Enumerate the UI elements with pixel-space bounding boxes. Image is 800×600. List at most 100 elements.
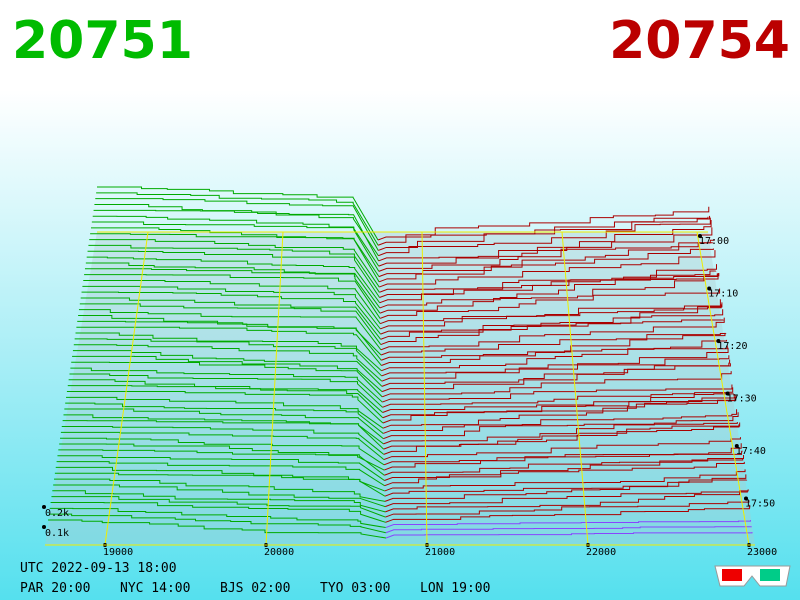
ask-line [381, 345, 728, 372]
bid-line [74, 338, 383, 377]
ask-line [381, 332, 727, 361]
ask-line [385, 504, 751, 523]
bid-line [72, 355, 383, 392]
bid-line [95, 198, 379, 251]
ask-line [385, 520, 751, 529]
ask-line [381, 339, 728, 366]
bid-line [92, 215, 380, 267]
ask-line [380, 317, 725, 351]
clock: BJS 02:00 [220, 581, 290, 596]
bid-line [49, 507, 386, 529]
ask-line [384, 474, 747, 497]
bid-line [53, 484, 386, 508]
grid-line [265, 231, 284, 546]
bid-line [48, 519, 387, 539]
bid-line [96, 192, 379, 246]
ask-line [379, 273, 719, 309]
tick-dot [698, 234, 702, 238]
bid-line [65, 402, 384, 434]
ask-line [378, 219, 712, 262]
ask-line [383, 409, 738, 434]
bid-line [66, 390, 384, 424]
bid-line [68, 379, 383, 413]
bid-line [61, 426, 385, 455]
depth-tick-label: 0.2k [45, 508, 69, 519]
tick-dot [716, 339, 721, 343]
ask-line [384, 454, 745, 481]
ask-line [385, 526, 752, 534]
bid-line [83, 279, 381, 324]
ask-line [379, 273, 718, 304]
grid-line [104, 231, 149, 546]
bid-line [57, 455, 385, 481]
bid-line [54, 472, 386, 497]
bid-line [76, 326, 382, 366]
bid-line [81, 291, 381, 335]
ask-line [380, 309, 724, 340]
bid-line [85, 262, 381, 309]
ask-line [378, 248, 714, 278]
ask-line [380, 319, 724, 346]
time-tick-label: 17:00 [699, 236, 729, 247]
bid-line [90, 227, 380, 277]
ask-line [378, 242, 714, 272]
price-tick-label: 19000 [103, 547, 133, 558]
bid-line [60, 431, 385, 460]
price-tick-label: 23000 [747, 547, 777, 558]
ask-line [381, 355, 730, 382]
bid-line [93, 209, 380, 262]
ask-line [382, 393, 734, 413]
depth-lines [48, 186, 753, 539]
tick-dot [42, 505, 46, 509]
tick-dot [725, 391, 730, 396]
bid-line [87, 250, 380, 298]
ask-line [384, 490, 748, 508]
bid-line [91, 221, 380, 272]
ask-line [383, 443, 742, 466]
clock: LON 19:00 [420, 581, 490, 596]
bid-line [82, 285, 381, 330]
bid-price: 20751 [12, 11, 193, 71]
bid-line [69, 373, 383, 408]
ask-line [379, 270, 717, 293]
ask-line [382, 393, 735, 419]
tick-dot [42, 525, 46, 529]
ask-line [383, 412, 739, 445]
time-tick-label: 17:20 [717, 341, 747, 352]
bid-line [51, 496, 386, 518]
bid-line [90, 233, 380, 283]
ask-line [382, 387, 734, 408]
ask-price: 20754 [609, 11, 790, 71]
bid-line [94, 204, 379, 256]
ask-line [382, 397, 736, 424]
bid-line [71, 361, 383, 398]
ask-line [378, 239, 715, 283]
bid-line [97, 186, 379, 241]
bid-line [84, 268, 381, 314]
bid-line [89, 239, 380, 288]
ask-line [379, 288, 721, 319]
tick-dot [734, 444, 739, 448]
clock: NYC 14:00 [120, 581, 190, 596]
ask-line [384, 469, 746, 492]
price-tick-label: 22000 [586, 547, 616, 558]
bid-line [88, 244, 380, 293]
ask-line [384, 479, 748, 502]
bid-line [60, 437, 385, 466]
price-tick-label: 21000 [425, 547, 455, 558]
ask-line [384, 458, 744, 476]
utc-time: UTC 2022-09-13 18:00 [20, 561, 177, 576]
bid-line [72, 350, 383, 387]
glasses-icon [714, 565, 791, 587]
grid-line [561, 231, 589, 546]
bid-line [48, 513, 386, 534]
ask-line [382, 395, 737, 429]
ask-line [385, 489, 749, 513]
bid-line [52, 490, 386, 513]
time-tick-label: 17:30 [727, 394, 757, 405]
ask-line [380, 304, 722, 330]
ask-line [380, 299, 721, 325]
bid-line [54, 478, 386, 502]
